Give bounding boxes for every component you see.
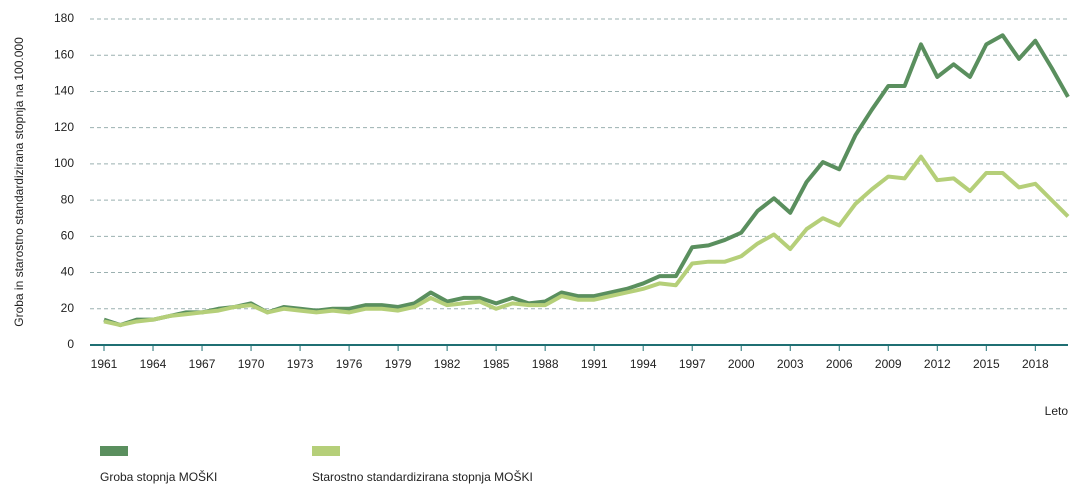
x-tick-label: 2000 bbox=[728, 357, 755, 371]
legend-swatch bbox=[100, 446, 128, 456]
x-tick-label: 1973 bbox=[287, 357, 314, 371]
x-axis-label: Leto bbox=[1045, 404, 1069, 418]
y-tick-label: 140 bbox=[54, 84, 74, 98]
x-tick-label: 2018 bbox=[1022, 357, 1049, 371]
x-tick-label: 1970 bbox=[238, 357, 265, 371]
x-tick-label: 1964 bbox=[140, 357, 167, 371]
x-tick-label: 2003 bbox=[777, 357, 804, 371]
y-tick-label: 100 bbox=[54, 156, 74, 170]
x-tick-label: 2006 bbox=[826, 357, 853, 371]
y-axis-label: Groba in starostno standardizirana stopn… bbox=[12, 37, 26, 327]
x-tick-label: 1976 bbox=[336, 357, 363, 371]
y-tick-label: 60 bbox=[61, 229, 75, 243]
x-tick-label: 1982 bbox=[434, 357, 461, 371]
x-tick-label: 1988 bbox=[532, 357, 559, 371]
legend-swatch bbox=[312, 446, 340, 456]
y-tick-label: 160 bbox=[54, 47, 74, 61]
y-tick-label: 120 bbox=[54, 120, 74, 134]
y-tick-label: 180 bbox=[54, 11, 74, 25]
legend-label: Groba stopnja MOŠKI bbox=[100, 469, 217, 484]
x-tick-label: 1994 bbox=[630, 357, 657, 371]
x-tick-label: 1979 bbox=[385, 357, 412, 371]
x-tick-label: 2015 bbox=[973, 357, 1000, 371]
x-tick-label: 1961 bbox=[91, 357, 118, 371]
x-tick-label: 1967 bbox=[189, 357, 216, 371]
x-tick-label: 1985 bbox=[483, 357, 510, 371]
y-tick-label: 0 bbox=[67, 337, 74, 351]
y-tick-label: 80 bbox=[61, 192, 75, 206]
x-tick-label: 2012 bbox=[924, 357, 951, 371]
x-tick-label: 1991 bbox=[581, 357, 608, 371]
series-line bbox=[103, 33, 1070, 328]
x-tick-label: 2009 bbox=[875, 357, 902, 371]
y-tick-label: 20 bbox=[61, 301, 75, 315]
legend-label: Starostno standardizirana stopnja MOŠKI bbox=[312, 469, 533, 484]
series-line bbox=[103, 154, 1070, 328]
x-tick-label: 1997 bbox=[679, 357, 706, 371]
y-tick-label: 40 bbox=[61, 265, 75, 279]
